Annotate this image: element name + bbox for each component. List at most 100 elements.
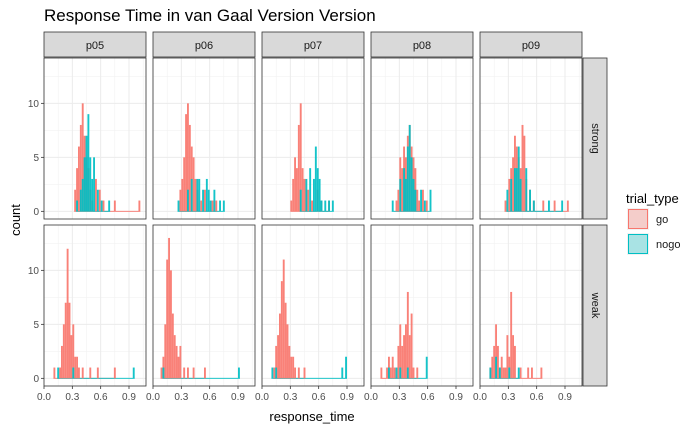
bar-go: [62, 324, 65, 379]
bar-go: [192, 157, 195, 212]
panel-border: [261, 224, 365, 387]
bar-go: [290, 200, 293, 212]
bar-nogo: [87, 114, 90, 212]
bar-nogo: [314, 146, 317, 212]
bar-nogo: [406, 367, 409, 379]
bar-nogo: [408, 124, 411, 212]
bar-nogo: [515, 168, 518, 212]
bar-go: [401, 168, 404, 212]
legend-swatch-nogo: [628, 234, 648, 254]
bar-go: [504, 367, 507, 379]
bar-go: [542, 200, 545, 212]
bar-go: [521, 124, 524, 212]
bar-go: [113, 200, 116, 212]
bar-nogo: [100, 200, 103, 212]
bar-nogo: [316, 168, 319, 212]
x-tick-label: 0.9: [122, 392, 136, 403]
bar-go: [166, 259, 169, 379]
y-axis-title: count: [8, 204, 23, 236]
bar-go: [78, 146, 80, 212]
bar-go: [491, 356, 494, 379]
bar-go: [76, 356, 78, 379]
bar-go: [175, 345, 178, 379]
bar-go: [512, 157, 514, 212]
facet-strip-p07: [261, 31, 365, 58]
x-tick-label: 0.0: [255, 392, 269, 403]
bar-nogo: [532, 200, 535, 212]
facet-label-p06: p06: [195, 40, 213, 52]
facet-strip-p09: [479, 31, 583, 58]
facet-strip-p06: [152, 31, 256, 58]
bar-nogo: [89, 157, 92, 212]
bar-go: [410, 313, 413, 379]
bar-go: [502, 367, 505, 379]
bar-nogo: [305, 178, 308, 212]
bar-go: [215, 200, 218, 212]
bar-go: [95, 178, 97, 212]
bar-go: [506, 335, 509, 379]
bar-nogo: [519, 178, 522, 212]
bar-go: [200, 200, 203, 212]
bar-go: [185, 114, 187, 212]
bar-nogo: [498, 367, 501, 379]
x-tick-label: 0.3: [65, 392, 79, 403]
bar-nogo: [345, 356, 347, 379]
bar-go: [311, 200, 313, 212]
bar-nogo: [341, 367, 344, 379]
panel-border: [370, 57, 474, 220]
x-tick-label: 0.9: [558, 392, 572, 403]
bar-nogo: [412, 178, 415, 212]
bar-go: [286, 324, 289, 379]
y-tick-label: 10: [28, 266, 40, 277]
bar-go: [393, 367, 396, 379]
bar-go: [96, 367, 99, 379]
bar-nogo: [205, 178, 208, 212]
bar-go: [188, 124, 191, 212]
bar-go: [64, 302, 67, 379]
bar-nogo: [429, 189, 432, 212]
bar-go: [294, 367, 296, 379]
facet-label-p09: p09: [522, 40, 540, 52]
chart-title: Response Time in van Gaal Version Versio…: [44, 6, 376, 25]
bar-nogo: [96, 189, 99, 212]
bar-go: [297, 124, 300, 212]
bar-go: [504, 200, 507, 212]
bar-nogo: [202, 189, 204, 212]
bar-go: [78, 367, 80, 379]
bar-go: [181, 178, 184, 212]
facet-label-strong: strong: [589, 123, 601, 154]
bar-go: [408, 335, 411, 379]
bar-go: [204, 367, 206, 379]
bar-go: [303, 178, 306, 212]
bar-go: [514, 345, 516, 379]
bar-nogo: [196, 178, 199, 212]
legend-key-bg: [627, 208, 649, 230]
bar-go: [68, 302, 71, 379]
x-tick-label: 0.6: [203, 392, 217, 403]
bar-nogo: [406, 146, 409, 212]
bar-go: [386, 367, 388, 379]
bar-go: [292, 356, 295, 379]
bar-go: [284, 302, 287, 379]
bar-nogo: [72, 367, 75, 379]
x-tick-label: 0.6: [312, 392, 326, 403]
facet-label-p08: p08: [413, 40, 431, 52]
bar-nogo: [331, 200, 334, 212]
bar-go: [89, 367, 92, 379]
bar-go: [292, 178, 295, 212]
bar-go: [275, 345, 278, 379]
bar-go: [171, 313, 174, 379]
bar-go: [290, 356, 293, 379]
facet-label-weak: weak: [589, 292, 601, 319]
bar-go: [406, 291, 409, 379]
bar-go: [98, 189, 101, 212]
bar-nogo: [219, 200, 221, 212]
bar-nogo: [93, 157, 95, 212]
bar-go: [70, 335, 73, 379]
bar-nogo: [410, 157, 413, 212]
bar-go: [425, 200, 428, 212]
bar-nogo: [187, 189, 189, 212]
y-tick-label: 5: [33, 320, 39, 331]
bar-go: [164, 324, 167, 379]
bar-nogo: [190, 178, 193, 212]
